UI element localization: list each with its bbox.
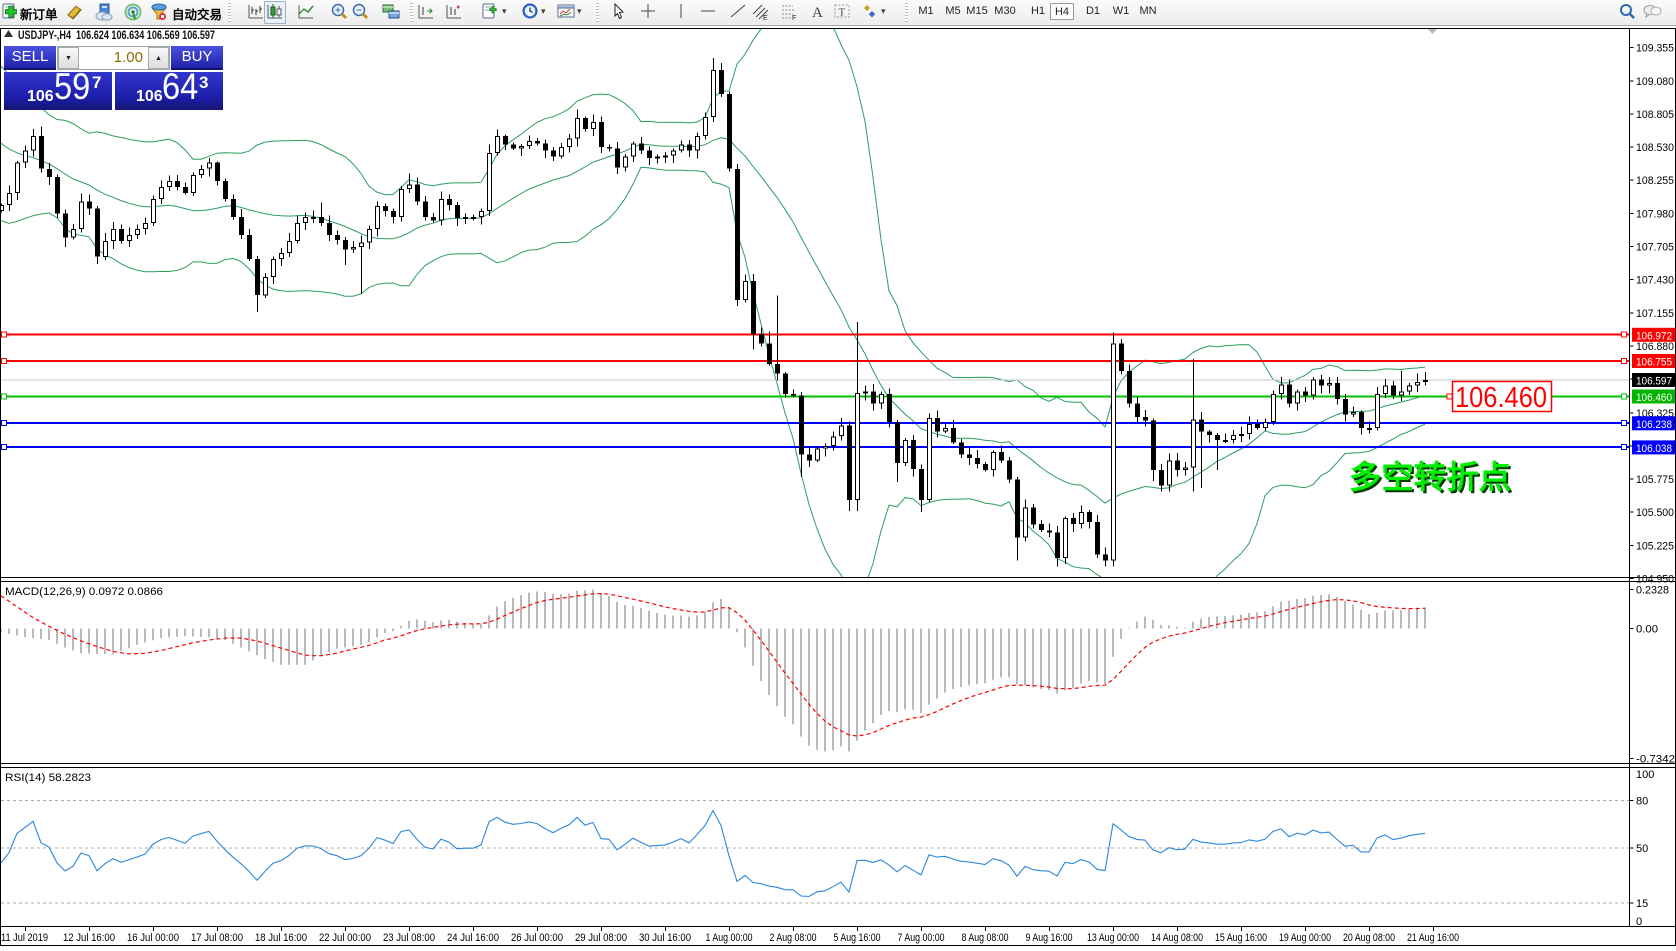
svg-text:15: 15 [1636, 898, 1648, 910]
svg-text:105.775: 105.775 [1636, 474, 1674, 486]
svg-text:106.038: 106.038 [1636, 443, 1672, 455]
svg-text:7 Aug 00:00: 7 Aug 00:00 [898, 932, 945, 944]
svg-text:-0.7342: -0.7342 [1636, 754, 1675, 766]
svg-text:0: 0 [1636, 916, 1642, 928]
svg-text:105.225: 105.225 [1636, 540, 1674, 552]
svg-text:15 Aug 16:00: 15 Aug 16:00 [1215, 932, 1267, 944]
svg-text:A: A [812, 5, 823, 21]
svg-text:106.597: 106.597 [1636, 376, 1672, 388]
svg-text:24 Jul 16:00: 24 Jul 16:00 [447, 932, 499, 944]
svg-text:26 Jul 00:00: 26 Jul 00:00 [511, 932, 563, 944]
svg-text:0.2328: 0.2328 [1636, 585, 1669, 597]
svg-text:106.238: 106.238 [1636, 419, 1672, 431]
svg-text:RSI(14) 58.2823: RSI(14) 58.2823 [5, 772, 91, 784]
svg-text:30 Jul 16:00: 30 Jul 16:00 [639, 932, 691, 944]
svg-text:USDJPY-,H4 106.624 106.634 10: USDJPY-,H4 106.624 106.634 106.569 106.5… [18, 30, 215, 42]
svg-text:22 Jul 00:00: 22 Jul 00:00 [319, 932, 371, 944]
svg-text:14 Aug 08:00: 14 Aug 08:00 [1151, 932, 1203, 944]
svg-text:80: 80 [1636, 796, 1648, 808]
svg-text:50: 50 [1636, 843, 1648, 855]
svg-text:0.00: 0.00 [1636, 624, 1658, 636]
svg-text:21 Aug 16:00: 21 Aug 16:00 [1407, 932, 1459, 944]
svg-text:107.430: 107.430 [1636, 275, 1674, 287]
svg-text:107.705: 107.705 [1636, 242, 1674, 254]
svg-text:106.972: 106.972 [1636, 330, 1672, 342]
svg-text:19 Aug 00:00: 19 Aug 00:00 [1279, 932, 1331, 944]
svg-text:106.880: 106.880 [1636, 341, 1674, 353]
svg-text:106.460: 106.460 [1455, 382, 1547, 414]
svg-text:23 Jul 08:00: 23 Jul 08:00 [383, 932, 435, 944]
svg-text:18 Jul 16:00: 18 Jul 16:00 [255, 932, 307, 944]
svg-text:E: E [763, 15, 768, 22]
svg-text:107.155: 107.155 [1636, 308, 1674, 320]
svg-text:8 Aug 08:00: 8 Aug 08:00 [962, 932, 1009, 944]
svg-text:29 Jul 08:00: 29 Jul 08:00 [575, 932, 627, 944]
svg-text:17 Jul 08:00: 17 Jul 08:00 [191, 932, 243, 944]
svg-text:F: F [792, 15, 796, 22]
svg-text:106.460: 106.460 [1636, 392, 1672, 404]
svg-text:多空转折点: 多空转折点 [1349, 459, 1511, 495]
svg-text:108.530: 108.530 [1636, 142, 1674, 154]
svg-text:MACD(12,26,9) 0.0972 0.0866: MACD(12,26,9) 0.0972 0.0866 [5, 586, 163, 598]
svg-text:T: T [839, 7, 846, 19]
svg-text:109.080: 109.080 [1636, 76, 1674, 88]
svg-text:108.805: 108.805 [1636, 109, 1674, 121]
svg-text:100: 100 [1636, 769, 1654, 781]
svg-text:12 Jul 16:00: 12 Jul 16:00 [63, 932, 115, 944]
svg-text:105.500: 105.500 [1636, 507, 1674, 519]
svg-text:9 Aug 16:00: 9 Aug 16:00 [1026, 932, 1073, 944]
svg-text:5 Aug 16:00: 5 Aug 16:00 [834, 932, 881, 944]
svg-text:1 Aug 00:00: 1 Aug 00:00 [706, 932, 753, 944]
svg-text:106.755: 106.755 [1636, 357, 1672, 369]
svg-text:13 Aug 00:00: 13 Aug 00:00 [1087, 932, 1139, 944]
svg-text:20 Aug 08:00: 20 Aug 08:00 [1343, 932, 1395, 944]
svg-text:107.980: 107.980 [1636, 208, 1674, 220]
svg-text:104.950: 104.950 [1636, 574, 1674, 586]
svg-text:16 Jul 00:00: 16 Jul 00:00 [127, 932, 179, 944]
svg-text:108.255: 108.255 [1636, 175, 1674, 187]
svg-text:11 Jul 2019: 11 Jul 2019 [1, 932, 48, 944]
svg-text:109.355: 109.355 [1636, 43, 1674, 55]
svg-text:2 Aug 08:00: 2 Aug 08:00 [770, 932, 817, 944]
